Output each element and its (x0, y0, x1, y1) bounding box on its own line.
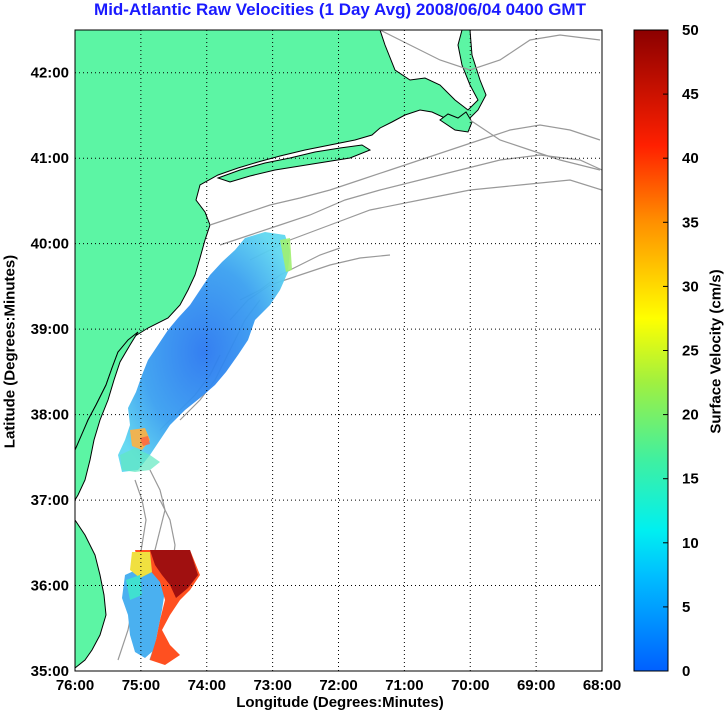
land-cape-cod (439, 111, 473, 133)
plot-frame (74, 29, 603, 672)
velocity-field-north-edge (120, 448, 160, 472)
x-tick-label: 72:00 (319, 677, 357, 694)
colorbar (633, 29, 669, 672)
colorbar-label: Surface Velocity (cm/s) (707, 269, 724, 434)
colorbar-tick-label: 20 (682, 407, 699, 424)
y-tick-label: 35:00 (31, 663, 69, 680)
colorbar-tick-label: 45 (682, 86, 699, 103)
velocity-field-north (118, 232, 290, 472)
y-tick-label: 41:00 (31, 150, 69, 167)
colorbar-tick-label: 0 (682, 663, 690, 680)
y-axis-label: Latitude (Degrees:Minutes) (1, 254, 19, 449)
land-long-island (216, 144, 372, 183)
x-tick-labels: 76:00 75:00 74:00 73:00 72:00 71:00 70:00 69:00… (56, 677, 621, 694)
colorbar-tick-label: 5 (682, 599, 690, 616)
y-tick-label: 42:00 (31, 65, 69, 82)
x-axis-label: Longitude (Degrees:Minutes) (236, 694, 444, 711)
colorbar-tick-label: 50 (682, 22, 699, 39)
y-tick-label: 40:00 (31, 236, 69, 253)
velocity-field-south-cyan (126, 575, 142, 600)
y-tick-labels: 42:00 41:00 40:00 39:00 38:00 37:00 36:00 35:00 (31, 65, 69, 680)
x-tick-label: 76:00 (56, 677, 94, 694)
x-tick-label: 71:00 (385, 677, 423, 694)
x-tick-label: 73:00 (253, 677, 291, 694)
velocity-field-hotspot-2 (140, 436, 150, 446)
velocity-field-green-strip (280, 238, 292, 272)
colorbar-tick-label: 35 (682, 214, 699, 231)
colorbar-tick-label: 40 (682, 150, 699, 167)
velocity-field-south-yellow (130, 552, 152, 578)
chart-title: Mid-Atlantic Raw Velocities (1 Day Avg) … (94, 0, 586, 19)
colorbar-tick-label: 15 (682, 471, 699, 488)
y-tick-label: 36:00 (31, 578, 69, 595)
y-tick-label: 39:00 (31, 321, 69, 338)
x-tick-label: 69:00 (517, 677, 555, 694)
velocity-field-south-hot (150, 550, 198, 598)
colorbar-tick-label: 10 (682, 535, 699, 552)
land-delmarva (75, 331, 139, 501)
colorbar-tick-label: 25 (682, 343, 699, 360)
y-tick-label: 37:00 (31, 492, 69, 509)
x-tick-label: 75:00 (122, 677, 160, 694)
land-carolina (75, 519, 107, 669)
colorbar-tick-label: 30 (682, 278, 699, 295)
x-tick-label: 74:00 (188, 677, 226, 694)
x-tick-label: 68:00 (583, 677, 621, 694)
y-tick-label: 38:00 (31, 407, 69, 424)
x-tick-label: 70:00 (451, 677, 489, 694)
